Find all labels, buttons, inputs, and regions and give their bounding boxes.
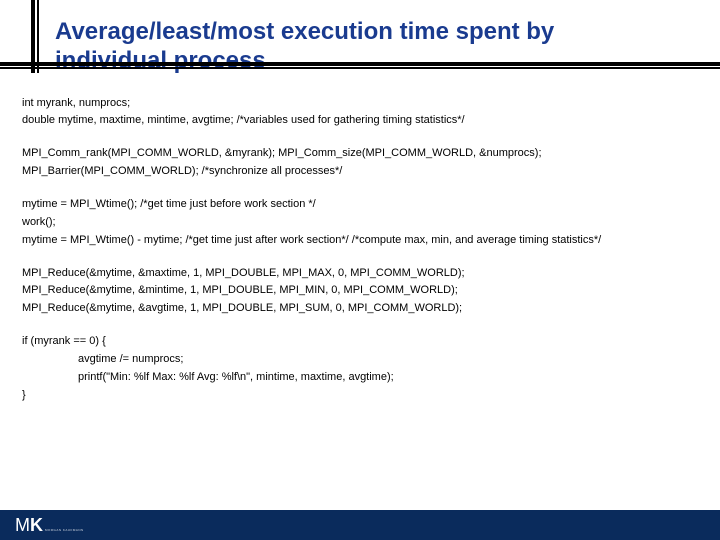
code-line: MPI_Reduce(&mytime, &maxtime, 1, MPI_DOU… (22, 266, 698, 281)
code-block-2: MPI_Comm_rank(MPI_COMM_WORLD, &myrank); … (22, 146, 698, 179)
footer-bar: M K MORGAN KAUFMANN (0, 510, 720, 540)
title-rule-horizontal-thin (0, 67, 720, 69)
code-line: MPI_Comm_rank(MPI_COMM_WORLD, &myrank); … (22, 146, 698, 161)
title-area: Average/least/most execution time spent … (0, 0, 720, 84)
code-line: MPI_Reduce(&mytime, &avgtime, 1, MPI_DOU… (22, 301, 698, 316)
slide: Average/least/most execution time spent … (0, 0, 720, 540)
title-rule-horizontal-thick (0, 62, 720, 66)
code-line: if (myrank == 0) { (22, 334, 698, 349)
publisher-logo: M K MORGAN KAUFMANN (0, 515, 84, 536)
code-block-4: MPI_Reduce(&mytime, &maxtime, 1, MPI_DOU… (22, 266, 698, 317)
code-line: avgtime /= numprocs; (22, 352, 698, 367)
logo-letter-k: K (30, 515, 43, 536)
code-line: MPI_Reduce(&mytime, &mintime, 1, MPI_DOU… (22, 283, 698, 298)
code-block-5: if (myrank == 0) { avgtime /= numprocs; … (22, 334, 698, 402)
code-line: printf("Min: %lf Max: %lf Avg: %lf\n", m… (22, 370, 698, 385)
title-line-2: individual process (55, 47, 266, 74)
slide-body: int myrank, numprocs; double mytime, max… (0, 84, 720, 403)
logo-letter-m: M (15, 515, 29, 536)
code-line: mytime = MPI_Wtime() - mytime; /*get tim… (22, 233, 698, 248)
code-block-3: mytime = MPI_Wtime(); /*get time just be… (22, 197, 698, 248)
code-line: MPI_Barrier(MPI_COMM_WORLD); /*synchroni… (22, 164, 698, 179)
logo-subtext: MORGAN KAUFMANN (45, 528, 84, 532)
code-line: work(); (22, 215, 698, 230)
title-line-1: Average/least/most execution time spent … (55, 18, 554, 45)
code-line: } (22, 388, 698, 403)
code-line: int myrank, numprocs; (22, 96, 698, 111)
code-line: double mytime, maxtime, mintime, avgtime… (22, 113, 698, 128)
code-line: mytime = MPI_Wtime(); /*get time just be… (22, 197, 698, 212)
code-block-1: int myrank, numprocs; double mytime, max… (22, 96, 698, 129)
